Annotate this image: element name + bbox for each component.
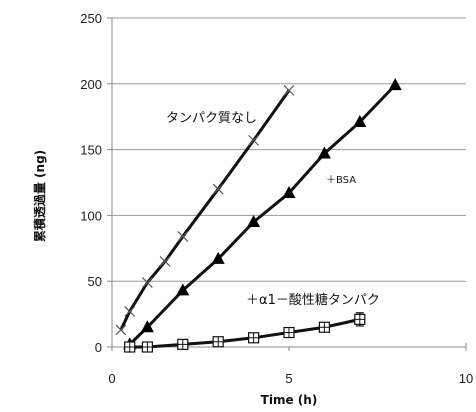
data-point-x-marker (115, 324, 127, 336)
data-point-square-marker (283, 326, 295, 339)
series-layer (115, 78, 402, 353)
data-point-x-marker (248, 134, 260, 146)
data-point-square-marker (212, 336, 224, 348)
y-tick-label: 150 (80, 143, 102, 158)
data-point-x-marker (141, 277, 153, 288)
data-point-x-marker (212, 183, 224, 195)
data-point-square-marker (124, 341, 136, 353)
data-point-triangle-marker (247, 214, 261, 227)
x-tick-label: 0 (108, 371, 115, 386)
data-point-x-marker (177, 231, 189, 242)
y-tick-label: 100 (80, 208, 102, 223)
series-line-2 (129, 317, 361, 349)
data-point-triangle-marker (140, 320, 154, 333)
y-tick-label: 250 (80, 11, 102, 26)
data-point-x-marker (159, 256, 171, 267)
data-point-square-marker (141, 341, 153, 353)
data-point-triangle-marker (282, 186, 296, 199)
data-point-triangle-marker (211, 251, 225, 264)
y-axis-title: 累積透過量 (ng) (32, 150, 47, 242)
series-line-0 (119, 89, 291, 331)
data-point-square-marker (248, 332, 260, 344)
series-label-no-protein: タンパク質なし (166, 111, 257, 126)
data-point-square-marker (354, 313, 366, 325)
series-label-alpha1-acid-glycoprotein: ＋α1－酸性糖タンパク (246, 292, 380, 308)
x-axis-title: Time (h) (261, 393, 318, 407)
data-point-triangle-marker (317, 146, 331, 159)
series-label-bsa: ＋BSA (326, 175, 356, 186)
y-tick-label: 200 (80, 77, 102, 92)
axes: 0 50 100 150 200 250 0 5 10 (80, 11, 473, 386)
data-point-square-marker (177, 338, 189, 350)
data-point-x-marker (283, 84, 295, 96)
y-tick-label: 0 (95, 340, 102, 355)
y-tick-label: 50 (88, 274, 102, 289)
x-tick-label: 5 (285, 371, 292, 386)
data-point-triangle-marker (388, 78, 402, 91)
gridlines (112, 17, 466, 282)
data-point-triangle-marker (353, 114, 367, 127)
data-point-square-marker (318, 321, 330, 333)
data-point-triangle-marker (176, 283, 190, 296)
x-tick-label: 10 (459, 371, 473, 386)
data-point-x-marker (124, 306, 136, 317)
